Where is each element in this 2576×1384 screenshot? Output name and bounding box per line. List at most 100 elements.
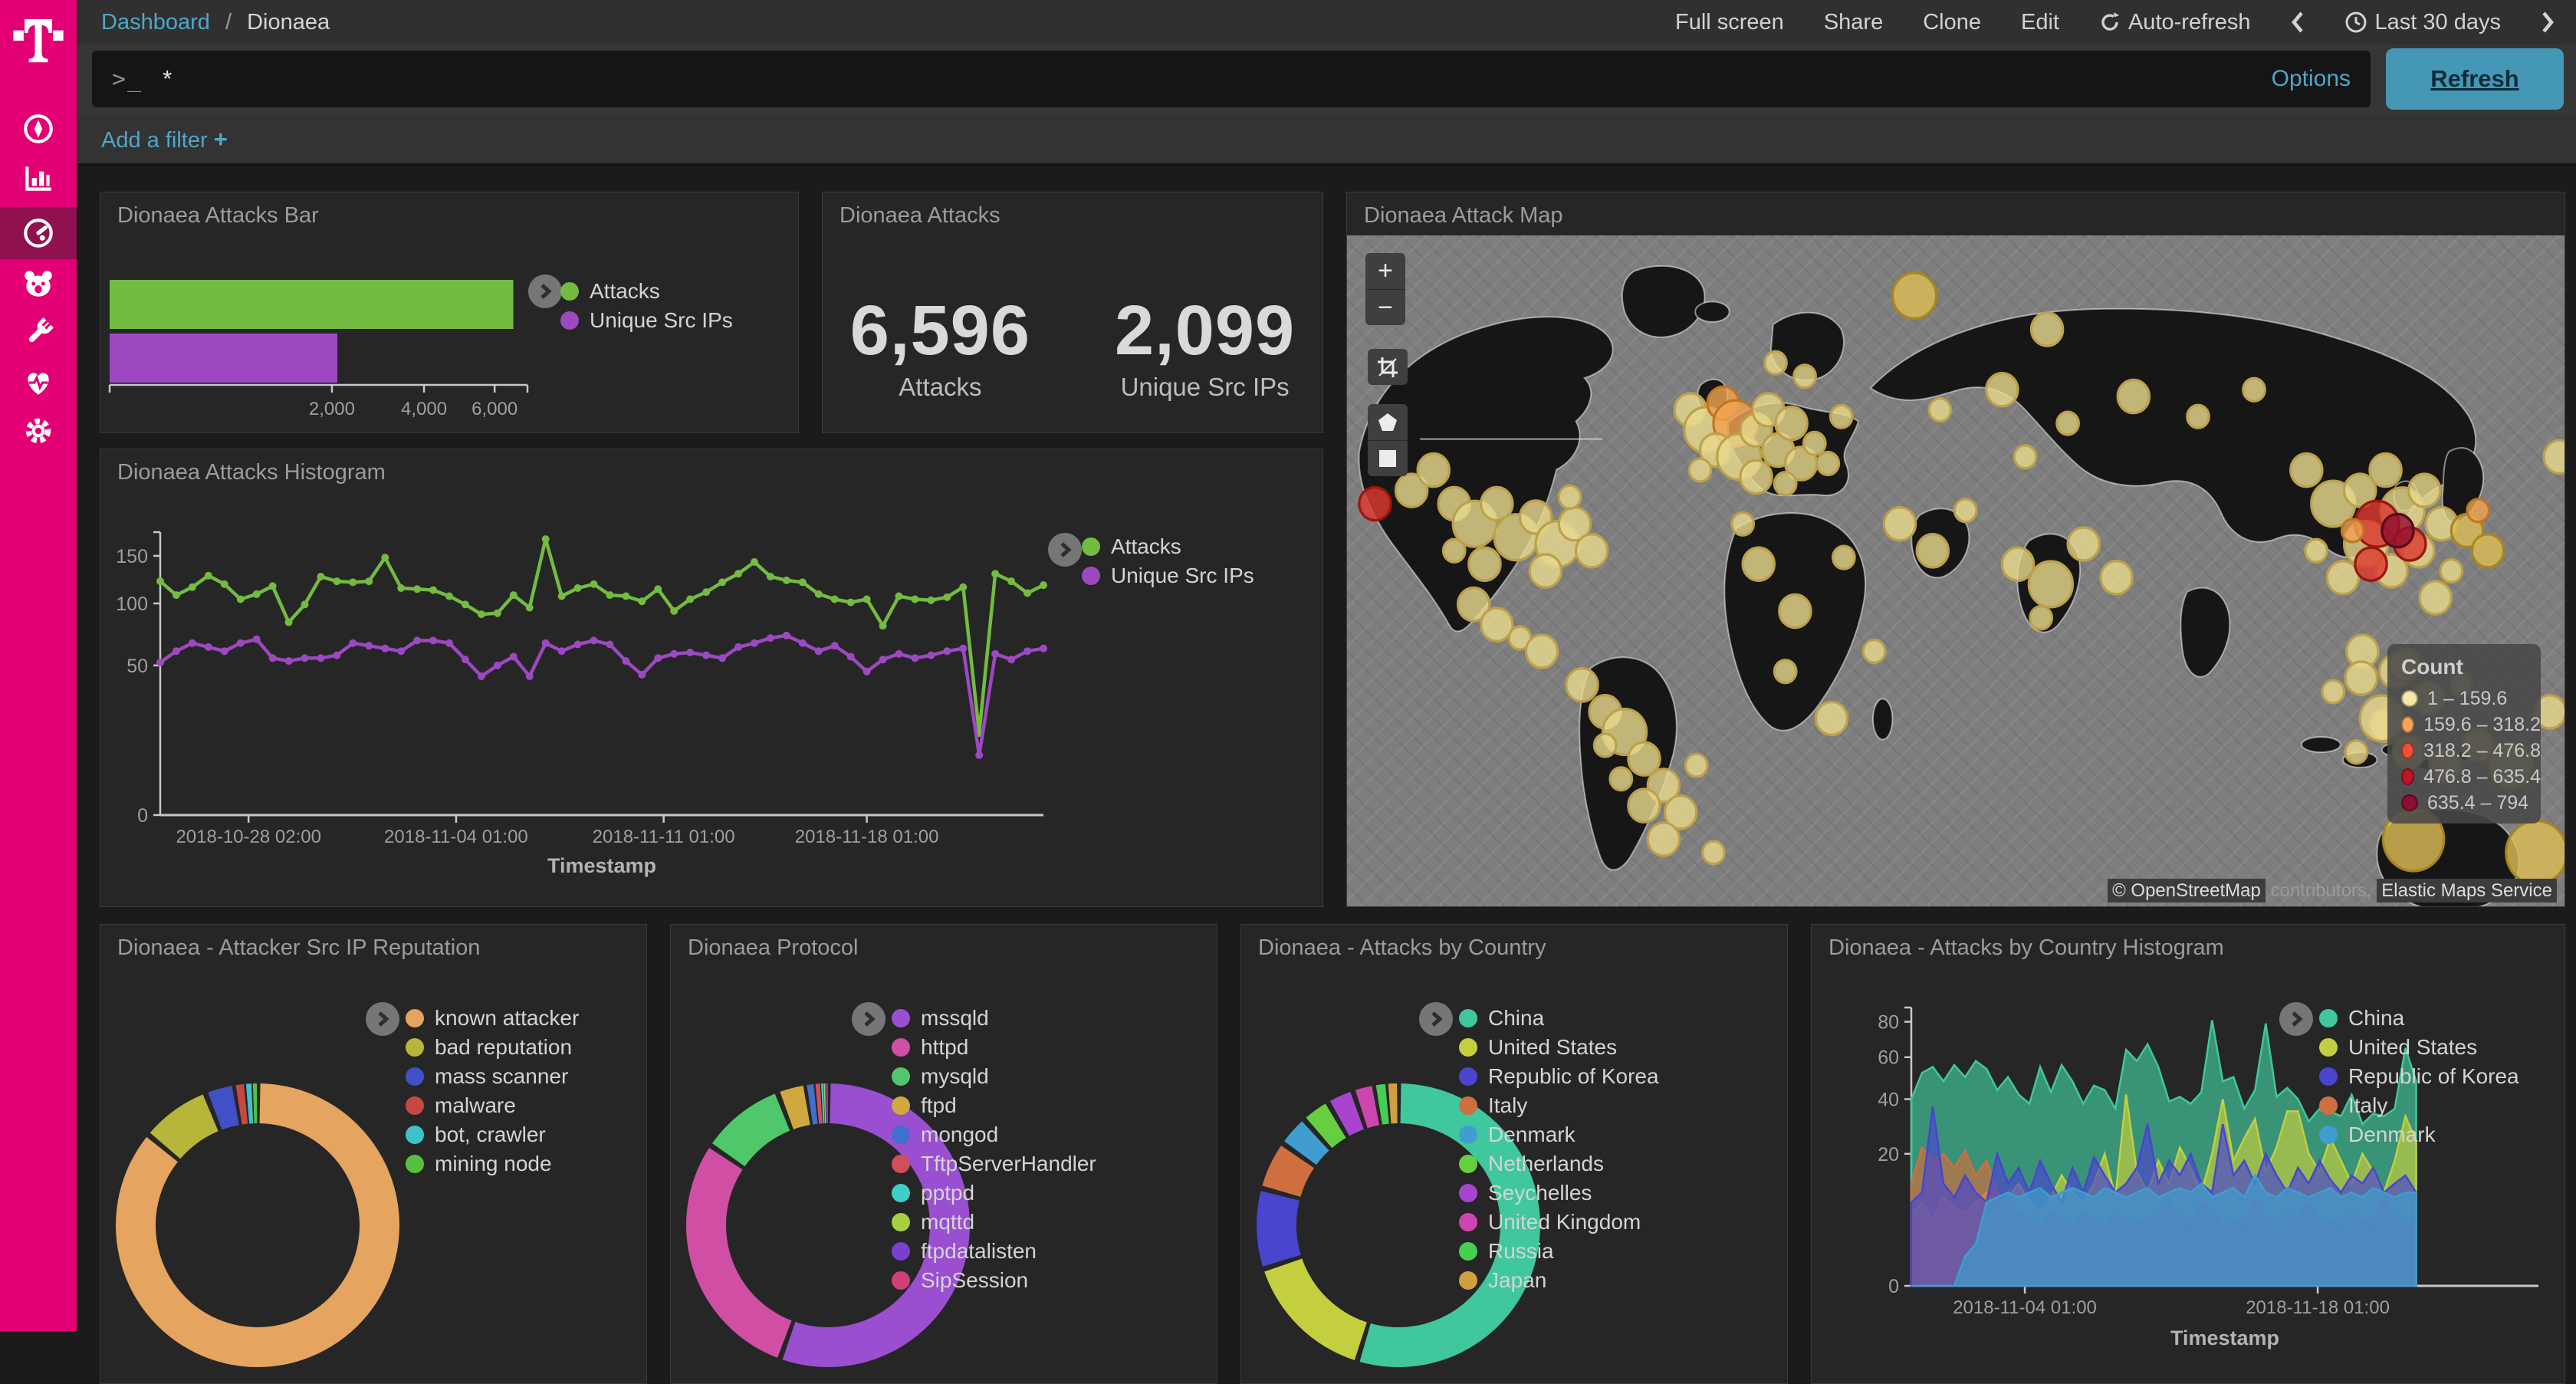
map-point[interactable] bbox=[2466, 498, 2491, 524]
map-point[interactable] bbox=[2342, 472, 2377, 508]
data-point[interactable] bbox=[798, 639, 807, 647]
map-point[interactable] bbox=[1953, 498, 1978, 524]
data-point[interactable] bbox=[911, 654, 919, 662]
legend-item-italy[interactable]: Italy bbox=[1459, 1091, 1659, 1120]
data-point[interactable] bbox=[445, 639, 454, 647]
data-point[interactable] bbox=[927, 596, 935, 604]
donut-segment-republic-of-korea[interactable] bbox=[1257, 1191, 1301, 1267]
legend-item-pptpd[interactable]: pptpd bbox=[892, 1179, 1096, 1208]
data-point[interactable] bbox=[718, 578, 727, 587]
map-point[interactable] bbox=[2289, 452, 2324, 488]
map-point[interactable] bbox=[2066, 526, 2101, 562]
data-point[interactable] bbox=[220, 580, 228, 588]
map-point[interactable] bbox=[1627, 787, 1661, 823]
map-point[interactable] bbox=[1416, 452, 1451, 488]
data-point[interactable] bbox=[814, 647, 823, 656]
sidebar-item-devtools[interactable] bbox=[0, 307, 77, 359]
data-point[interactable] bbox=[301, 654, 309, 662]
search-input[interactable]: >_ * Options bbox=[92, 51, 2371, 107]
map-zoom-out-button[interactable]: − bbox=[1365, 289, 1405, 325]
data-point[interactable] bbox=[220, 647, 228, 656]
data-point[interactable] bbox=[333, 651, 341, 659]
data-point[interactable] bbox=[156, 577, 164, 586]
map-point[interactable] bbox=[1394, 472, 1429, 508]
legend-item-malware[interactable]: malware bbox=[406, 1091, 579, 1120]
data-point[interactable] bbox=[654, 654, 662, 662]
data-point[interactable] bbox=[830, 642, 839, 650]
clone-button[interactable]: Clone bbox=[1923, 9, 1981, 35]
data-point[interactable] bbox=[622, 592, 630, 600]
data-point[interactable] bbox=[541, 535, 550, 544]
map-point[interactable] bbox=[1741, 546, 1776, 582]
legend-item-republic-of-korea[interactable]: Republic of Korea bbox=[1459, 1062, 1659, 1091]
map-point[interactable] bbox=[1985, 371, 2019, 408]
data-point[interactable] bbox=[734, 570, 743, 578]
edit-button[interactable]: Edit bbox=[2020, 9, 2059, 35]
data-point[interactable] bbox=[943, 593, 951, 601]
data-point[interactable] bbox=[670, 649, 678, 658]
data-point[interactable] bbox=[365, 642, 373, 650]
map-point[interactable] bbox=[1687, 457, 1713, 483]
donut-segment-mysqld[interactable] bbox=[712, 1093, 790, 1167]
map-point[interactable] bbox=[1915, 533, 1950, 569]
data-point[interactable] bbox=[863, 667, 871, 676]
osm-attribution-link[interactable]: © OpenStreetMap bbox=[2108, 879, 2266, 902]
data-point[interactable] bbox=[606, 640, 614, 649]
data-point[interactable] bbox=[943, 647, 951, 656]
legend-toggle-chevron[interactable] bbox=[2279, 1002, 2313, 1036]
data-point[interactable] bbox=[686, 595, 695, 603]
donut-segment-mongod[interactable] bbox=[807, 1083, 818, 1125]
map-point[interactable] bbox=[2304, 537, 2328, 564]
data-point[interactable] bbox=[766, 572, 774, 580]
data-point[interactable] bbox=[670, 607, 678, 615]
legend-item-denmark[interactable]: Denmark bbox=[1459, 1120, 1659, 1149]
data-point[interactable] bbox=[734, 643, 743, 651]
map-point[interactable] bbox=[1480, 485, 1514, 522]
legend-item-china[interactable]: China bbox=[1459, 1004, 1659, 1033]
legend-item-known-attacker[interactable]: known attacker bbox=[406, 1004, 579, 1033]
query-options-link[interactable]: Options bbox=[2271, 66, 2351, 91]
data-point[interactable] bbox=[927, 651, 935, 659]
donut-segment-bot-crawler[interactable] bbox=[245, 1083, 254, 1124]
share-button[interactable]: Share bbox=[1823, 9, 1884, 35]
map-draw-rectangle-button[interactable] bbox=[1368, 440, 1408, 476]
legend-item-united-kingdom[interactable]: United Kingdom bbox=[1459, 1208, 1659, 1237]
map-point[interactable] bbox=[1778, 593, 1812, 630]
data-point[interactable] bbox=[333, 577, 341, 586]
donut-segment-bad-reputation[interactable] bbox=[150, 1094, 219, 1159]
time-next-button[interactable] bbox=[2541, 11, 2555, 34]
map-point[interactable] bbox=[1773, 471, 1798, 497]
donut-segment-mssqld[interactable] bbox=[782, 1083, 970, 1367]
map-point[interactable] bbox=[1608, 766, 1634, 792]
data-point[interactable] bbox=[959, 583, 968, 591]
legend-item-republic-of-korea[interactable]: Republic of Korea bbox=[2319, 1062, 2519, 1091]
donut-segment-ftpd[interactable] bbox=[780, 1085, 810, 1129]
data-point[interactable] bbox=[590, 636, 598, 645]
map-point[interactable] bbox=[1646, 821, 1681, 857]
map-point[interactable] bbox=[2099, 560, 2134, 596]
donut-segment-italy[interactable] bbox=[1262, 1146, 1314, 1197]
bar-attacks[interactable] bbox=[110, 280, 514, 329]
map-point[interactable] bbox=[1927, 396, 1953, 423]
data-point[interactable] bbox=[188, 639, 196, 647]
data-point[interactable] bbox=[301, 600, 309, 609]
map-point[interactable] bbox=[1891, 271, 1938, 321]
legend-item-sipsession[interactable]: SipSession bbox=[892, 1266, 1096, 1295]
legend-item-russia[interactable]: Russia bbox=[1459, 1237, 1659, 1266]
map-point[interactable] bbox=[2000, 546, 2036, 582]
data-point[interactable] bbox=[284, 657, 293, 666]
map-point[interactable] bbox=[1774, 405, 1809, 442]
data-point[interactable] bbox=[846, 598, 855, 607]
legend-toggle-chevron[interactable] bbox=[1419, 1002, 1453, 1036]
legend-item-mysqld[interactable]: mysqld bbox=[892, 1062, 1096, 1091]
map-point[interactable] bbox=[1456, 586, 1491, 623]
donut-segment-sipsession[interactable] bbox=[826, 1083, 828, 1124]
map-point[interactable] bbox=[2029, 605, 2054, 631]
data-point[interactable] bbox=[750, 557, 758, 566]
data-point[interactable] bbox=[477, 610, 485, 619]
data-point[interactable] bbox=[284, 618, 293, 626]
data-point[interactable] bbox=[365, 577, 373, 586]
map-point[interactable] bbox=[1565, 667, 1599, 703]
map-point[interactable] bbox=[1663, 794, 1698, 830]
map-point[interactable] bbox=[1574, 533, 1609, 569]
